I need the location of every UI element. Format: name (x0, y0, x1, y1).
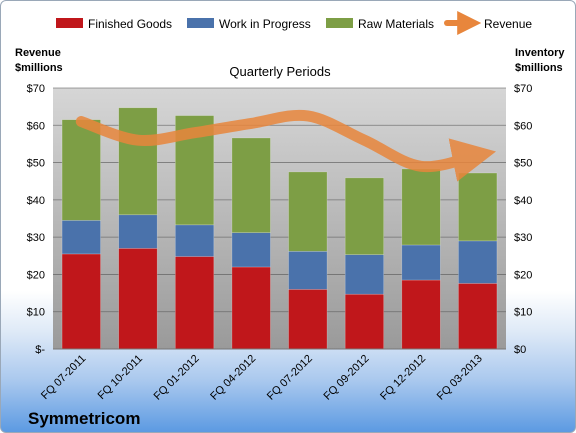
legend-swatch-raw-materials (326, 18, 353, 28)
right-axis-title-line2: $millions (515, 62, 563, 74)
y-left-tick-label: $60 (27, 120, 45, 132)
bar-work-in-progress-0 (61, 220, 101, 255)
x-tick-label: FQ 07-2011 (39, 353, 88, 402)
y-left-tick-label: $40 (27, 195, 45, 207)
y-right-tick-label: $10 (514, 307, 532, 319)
y-right-tick-label: $0 (514, 344, 526, 356)
bar-finished-goods-4 (288, 289, 328, 350)
y-right-tick-label: $70 (514, 83, 532, 95)
bar-raw-materials-4 (288, 171, 328, 252)
bar-work-in-progress-5 (344, 254, 384, 295)
y-right-tick-label: $60 (514, 120, 532, 132)
legend-label-raw-materials: Raw Materials (358, 17, 434, 31)
bar-finished-goods-6 (401, 279, 441, 350)
y-right-tick-label: $40 (514, 195, 532, 207)
y-left-tick-label: $20 (27, 269, 45, 281)
y-left-tick-label: $10 (27, 307, 45, 319)
legend: Finished Goods Work in Progress Raw Mate… (56, 11, 532, 35)
x-tick-label: FQ 10-2011 (96, 353, 145, 402)
legend-swatch-work-in-progress (187, 18, 214, 28)
legend-label-finished-goods: Finished Goods (88, 17, 172, 31)
bar-finished-goods-3 (231, 266, 271, 350)
bar-work-in-progress-2 (175, 224, 215, 257)
bar-raw-materials-6 (401, 168, 441, 246)
y-left-tick-label: $50 (27, 158, 45, 170)
x-tick-label: FQ 03-2013 (435, 353, 485, 403)
bar-raw-materials-7 (458, 172, 498, 242)
bar-work-in-progress-3 (231, 232, 271, 268)
bar-raw-materials-1 (118, 107, 158, 216)
y-right-tick-label: $50 (514, 158, 532, 170)
chart-title: Quarterly Periods (229, 64, 331, 79)
legend-label-work-in-progress: Work in Progress (219, 17, 311, 31)
left-axis-title-line2: $millions (15, 62, 63, 74)
bar-raw-materials-5 (344, 177, 384, 255)
y-right-tick-label: $20 (514, 269, 532, 281)
legend-swatch-finished-goods (56, 18, 83, 28)
y-left-tick-label: $30 (27, 232, 45, 244)
y-left-tick-label: $70 (27, 83, 45, 95)
bar-work-in-progress-4 (288, 251, 328, 290)
x-tick-label: FQ 04-2012 (208, 353, 258, 403)
x-tick-labels: FQ 07-2011 FQ 10-2011 FQ 01-2012 FQ 04-2012… (39, 353, 485, 403)
y-tick-labels: $- $10 $20 $30 $40 $50 $60 $70 $0 $10 $20 $30 $40 $50… (27, 83, 533, 356)
y-right-tick-label: $30 (514, 232, 532, 244)
bar-finished-goods-5 (344, 293, 384, 350)
right-axis-title-line1: Inventory (515, 47, 565, 59)
revenue-line (75, 109, 497, 182)
x-tick-label: FQ 01-2012 (152, 353, 202, 403)
bar-finished-goods-7 (458, 283, 498, 350)
bar-finished-goods-2 (175, 256, 215, 350)
company-name: Symmetricom (28, 409, 140, 428)
bar-finished-goods-1 (118, 248, 158, 350)
x-tick-label: FQ 12-2012 (378, 353, 428, 403)
bar-work-in-progress-1 (118, 214, 158, 249)
left-axis-title-line1: Revenue (15, 47, 61, 59)
x-tick-label: FQ 07-2012 (265, 353, 315, 403)
revenue-line-path (75, 109, 497, 182)
bar-raw-materials-3 (231, 137, 271, 233)
bar-finished-goods-0 (61, 253, 101, 350)
bar-work-in-progress-7 (458, 240, 498, 284)
bar-work-in-progress-6 (401, 244, 441, 281)
x-tick-label: FQ 09-2012 (322, 353, 372, 403)
legend-label-revenue: Revenue (484, 17, 532, 31)
bar-raw-materials-0 (61, 119, 101, 221)
y-left-tick-label: $- (35, 344, 45, 356)
